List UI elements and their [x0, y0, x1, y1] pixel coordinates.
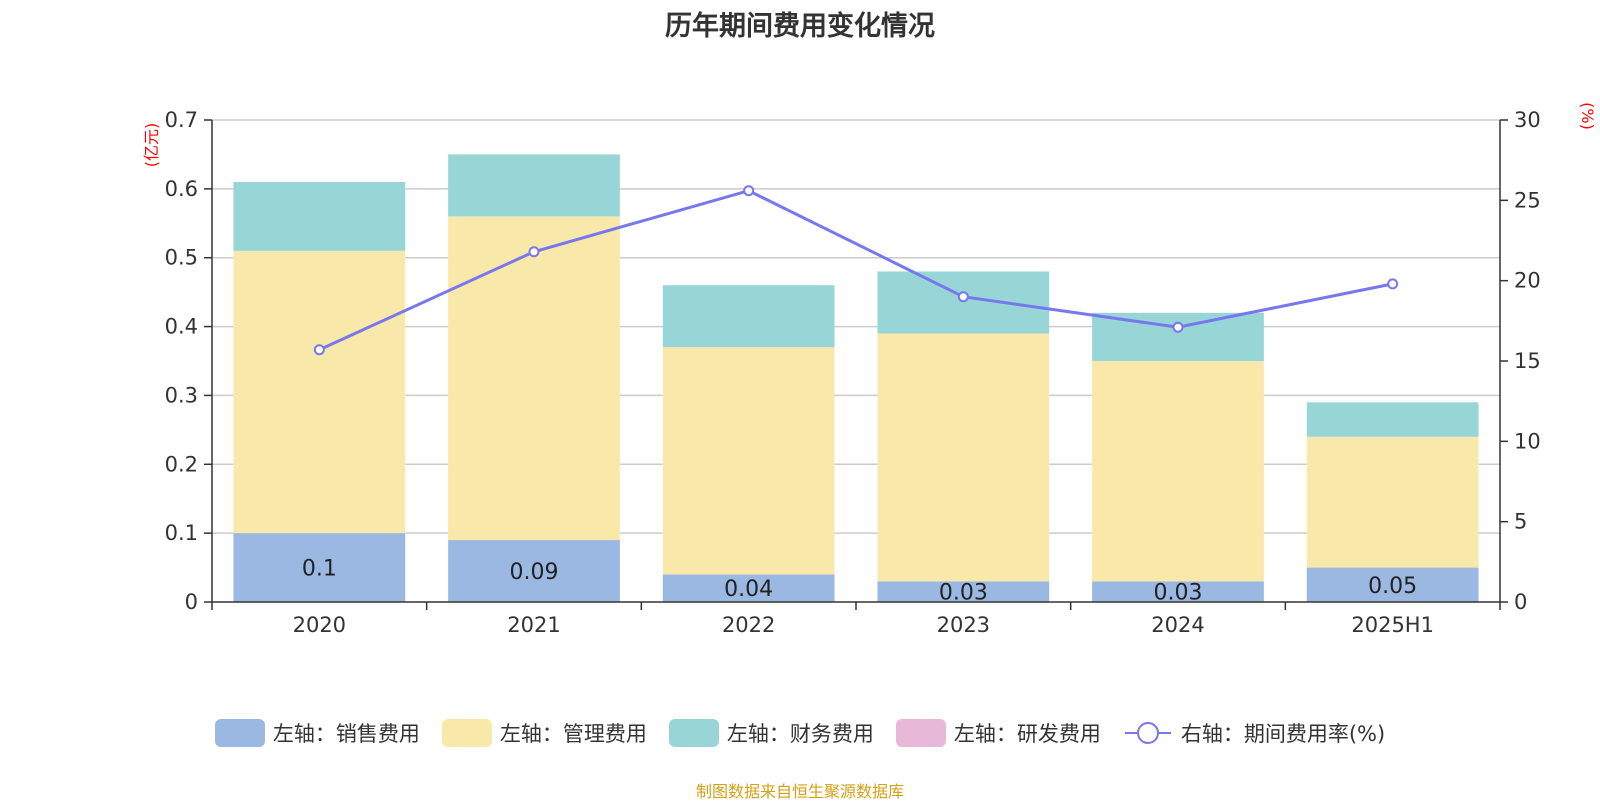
right-tick-label: 10 [1514, 429, 1541, 453]
legend-item[interactable]: 左轴：财务费用 [668, 718, 874, 748]
left-tick-label: 0.6 [165, 177, 198, 201]
x-tick-label: 2024 [1151, 613, 1204, 637]
bar-segment [448, 540, 620, 602]
bar-segment [877, 333, 1050, 582]
source-note: 制图数据来自恒生聚源数据库 [695, 782, 904, 801]
axes: 0 0.1 0.2 0.3 0.4 0.5 0.6 0.7 0 5 10 15 20 25 30 2020 20… [142, 102, 1597, 637]
right-tick-label: 25 [1514, 188, 1541, 212]
bar-segment [448, 216, 620, 541]
x-tick-label: 2023 [937, 613, 990, 637]
right-tick-label: 5 [1514, 510, 1527, 534]
legend-item[interactable]: 左轴：管理费用 [441, 718, 647, 748]
bar-data-label: 0.03 [1154, 581, 1203, 606]
legend-label: 左轴：财务费用 [726, 722, 874, 746]
bar-segment [1092, 361, 1264, 582]
right-tick-label: 20 [1514, 269, 1541, 293]
rate-point [743, 185, 755, 197]
left-tick-label: 0 [185, 590, 198, 614]
bar-segment [448, 154, 620, 217]
rate-point [313, 344, 325, 356]
grid-lines [212, 119, 1500, 534]
left-tick-label: 0.1 [165, 521, 198, 545]
bar-data-label: 0.05 [1368, 574, 1417, 599]
chart-title: 历年期间费用变化情况 [665, 11, 935, 42]
bar-segment [233, 181, 406, 251]
rate-line [318, 189, 1393, 352]
bar-segment [662, 574, 835, 602]
bar-segment [1092, 581, 1264, 602]
bar-segment [233, 250, 406, 534]
right-tick-label: 15 [1514, 349, 1541, 373]
bar-segment [877, 271, 1050, 334]
rate-point [1387, 278, 1399, 290]
bar-segment [1306, 402, 1479, 437]
legend-label: 左轴：研发费用 [953, 722, 1101, 746]
legend-swatch [668, 719, 719, 747]
legend-item[interactable]: 右轴：期间费用率(%) [1123, 718, 1385, 748]
right-tick-label: 30 [1514, 108, 1541, 132]
right-axis-unit: (%) [1578, 102, 1597, 130]
x-tick-label: 2022 [722, 613, 775, 637]
x-tick-label: 2025H1 [1351, 613, 1434, 637]
rate-point [528, 246, 540, 258]
bar-data-label: 0.04 [724, 577, 773, 602]
legend-swatch [895, 719, 946, 747]
bar-segment [877, 581, 1050, 602]
left-tick-label: 0.4 [165, 315, 198, 339]
bar-series [233, 154, 1479, 602]
legend-label: 左轴：销售费用 [272, 722, 420, 746]
left-tick-label: 0.2 [165, 452, 198, 476]
bar-segment [1306, 436, 1479, 568]
legend-label: 右轴：期间费用率(%) [1180, 722, 1386, 746]
bar-data-label: 0.1 [302, 557, 337, 582]
line-series [313, 185, 1399, 356]
legend-label: 左轴：管理费用 [499, 722, 647, 746]
rate-point [1172, 321, 1184, 333]
left-tick-label: 0.5 [165, 246, 198, 270]
data-labels: 0.1 0.09 0.04 0.03 0.03 0.05 [302, 557, 1417, 606]
left-tick-label: 0.7 [165, 108, 198, 132]
right-tick-label: 0 [1514, 590, 1527, 614]
x-tick-label: 2020 [293, 613, 346, 637]
bar-data-label: 0.09 [510, 560, 559, 585]
left-tick-label: 0.3 [165, 383, 198, 407]
legend-item[interactable]: 左轴：销售费用 [214, 718, 420, 748]
legend-swatch [214, 719, 265, 747]
rate-point [957, 291, 969, 303]
bar-segment [1306, 567, 1479, 602]
legend-swatch [441, 719, 492, 747]
bar-segment [662, 285, 835, 348]
bar-segment [233, 533, 406, 602]
bar-segment [1092, 312, 1264, 361]
bar-segment [662, 347, 835, 575]
bar-data-label: 0.03 [939, 581, 988, 606]
left-axis-unit: (亿元) [142, 123, 161, 168]
x-tick-label: 2021 [507, 613, 560, 637]
legend-line-icon [1124, 722, 1171, 744]
legend: 左轴：销售费用 左轴：管理费用 左轴：财务费用 左轴：研发费用 右轴：期间费用率(%) [0, 718, 1600, 748]
legend-item[interactable]: 左轴：研发费用 [895, 718, 1101, 748]
